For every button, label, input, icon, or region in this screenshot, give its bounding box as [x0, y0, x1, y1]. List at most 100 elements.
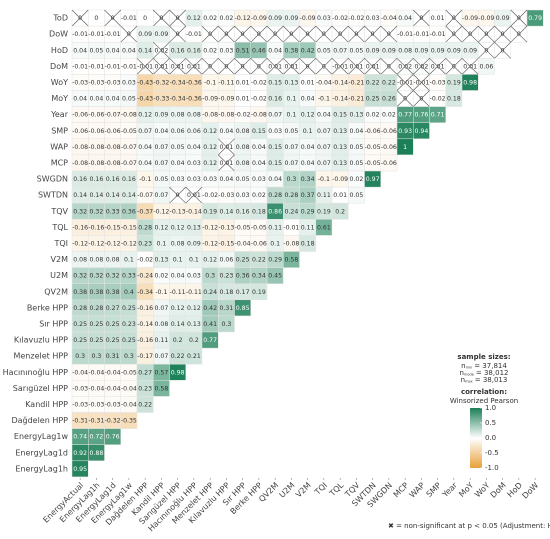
cell-label: -0.05 [121, 369, 137, 376]
cell-label: 0.4 [124, 289, 134, 296]
cell-label: -0.32 [105, 418, 121, 425]
cell-label: 0.1 [303, 128, 313, 135]
correlation-method: Winsorized Pearson [450, 397, 518, 405]
cell-label: 0.05 [349, 192, 363, 199]
cell-label: 0.3 [286, 176, 296, 183]
cell-label: -0.33 [153, 96, 169, 103]
cell-label: -0.1 [155, 289, 167, 296]
cell-label: -0.1 [318, 176, 330, 183]
cell-label: 0.38 [89, 289, 103, 296]
cell-label: 0.23 [138, 240, 152, 247]
cell-label: -0.14 [186, 208, 202, 215]
cell-label: 0.32 [73, 273, 87, 280]
cell-label: -0.09 [218, 96, 234, 103]
cross [396, 58, 414, 75]
row-label: V2M [51, 255, 69, 264]
cell-label: 0.07 [154, 144, 168, 151]
cell-label: 0.34 [252, 273, 266, 280]
cell [526, 9, 544, 27]
cross [120, 25, 138, 43]
cell-label: 0 [354, 31, 358, 38]
cell-label: 0.2 [173, 337, 183, 344]
cell-label: 0.08 [171, 112, 185, 119]
sample-size: nmode = 38,012 [460, 369, 509, 377]
cell-label: -0.12 [72, 240, 88, 247]
cell-label: 0.03 [203, 176, 217, 183]
cell-label: 0.04 [301, 160, 315, 167]
cell-label: 0.33 [106, 208, 120, 215]
cell-label: 0.05 [349, 47, 363, 54]
cell-label: -0.09 [202, 96, 218, 103]
cell-label: 0.18 [301, 240, 315, 247]
cell-label: -0.09 [251, 15, 267, 22]
cell-label: -0.03 [105, 401, 121, 408]
cell-label: 0.09 [447, 47, 461, 54]
cell-label: 0.22 [366, 79, 380, 86]
cell-label: -0.08 [105, 144, 121, 151]
cell-label: 0.07 [154, 305, 168, 312]
cross [283, 25, 300, 43]
correlation-title: correlation: [461, 388, 507, 396]
cross [315, 58, 333, 75]
cell-label: 0.04 [301, 144, 315, 151]
cell-label: 0.79 [528, 15, 542, 22]
cell-label: 0.18 [219, 289, 233, 296]
cell-label: 0.22 [382, 79, 396, 86]
cell-label: 0.93 [398, 128, 412, 135]
cell-label: 0.04 [301, 96, 315, 103]
cell-label: 0.16 [171, 47, 185, 54]
cell-label: 0.16 [122, 176, 136, 183]
row-label: Dağdelen HPP [11, 416, 68, 425]
cell-label: 0.12 [301, 112, 315, 119]
cell-label: -0.01 [397, 79, 413, 86]
cell-label: 0.77 [398, 112, 412, 119]
cell-label: -0.06 [365, 128, 381, 135]
cell-label: 0.16 [89, 176, 103, 183]
cross [413, 74, 430, 91]
cell-label: 0.02 [203, 47, 217, 54]
row-label: MCP [51, 158, 68, 167]
cell-label: 0.3 [91, 353, 101, 360]
cell-label: -0.01 [72, 63, 88, 70]
cell-label: 0.02 [382, 112, 396, 119]
cross [185, 58, 203, 75]
cell-label: 0.08 [236, 144, 250, 151]
cell-label: -0.08 [72, 144, 88, 151]
cell-label: -0.02 [202, 192, 218, 199]
cell-label: 0.09 [414, 47, 428, 54]
cell-label: -0.04 [105, 385, 121, 392]
cell-label: 0 [452, 15, 456, 22]
cross [380, 25, 398, 43]
n-subscript: max [465, 380, 473, 384]
cell-label: 0.07 [268, 112, 282, 119]
cell-label: 0.16 [73, 176, 87, 183]
cell-label: -0.07 [137, 192, 153, 199]
cell-label: 0.14 [73, 192, 87, 199]
n-subscript: min [466, 366, 473, 370]
cell-label: 0.08 [154, 321, 168, 328]
cell-label: -0.05 [251, 224, 267, 231]
cell-label: 0.08 [236, 128, 250, 135]
cell-label: -0.36 [186, 96, 202, 103]
cell-label: 0.02 [154, 47, 168, 54]
col-label: V2M [294, 481, 313, 500]
cell-label: 0 [371, 31, 375, 38]
cell-label: 0.07 [333, 47, 347, 54]
cell-label: 0.01 [366, 63, 380, 70]
cell-label: -0.12 [88, 240, 104, 247]
cell-label: 0 [257, 31, 261, 38]
cross [201, 58, 219, 75]
cell-label: -0.08 [283, 240, 299, 247]
cross [218, 58, 235, 75]
cell-label: 0.01 [268, 63, 282, 70]
cell [445, 90, 463, 107]
cell-label: 0 [306, 63, 310, 70]
cell [234, 299, 251, 317]
cell [348, 186, 365, 204]
cell-label: -0.04 [105, 369, 121, 376]
cell-label: -0.01 [397, 31, 413, 38]
cell-label: 0.25 [236, 257, 250, 264]
cell-label: 0.25 [106, 337, 120, 344]
cross [136, 58, 154, 75]
cross [315, 25, 333, 43]
